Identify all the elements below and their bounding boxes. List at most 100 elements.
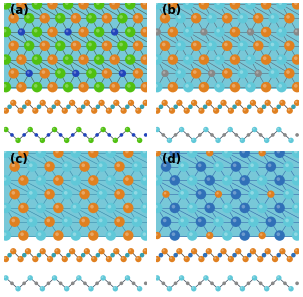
Circle shape bbox=[65, 287, 67, 289]
Circle shape bbox=[54, 100, 61, 106]
Circle shape bbox=[29, 219, 33, 222]
Circle shape bbox=[151, 219, 155, 222]
Circle shape bbox=[106, 256, 112, 262]
Circle shape bbox=[163, 71, 165, 74]
Circle shape bbox=[152, 175, 162, 186]
Circle shape bbox=[180, 163, 184, 167]
Circle shape bbox=[82, 191, 85, 195]
Circle shape bbox=[171, 205, 175, 208]
Circle shape bbox=[183, 0, 194, 10]
Circle shape bbox=[40, 248, 46, 254]
Circle shape bbox=[143, 56, 146, 60]
Circle shape bbox=[11, 43, 14, 46]
Circle shape bbox=[230, 54, 240, 65]
Circle shape bbox=[32, 0, 42, 10]
Circle shape bbox=[36, 203, 46, 213]
Circle shape bbox=[104, 43, 107, 46]
Circle shape bbox=[125, 127, 130, 132]
Circle shape bbox=[191, 286, 196, 291]
Circle shape bbox=[70, 101, 72, 103]
Circle shape bbox=[178, 15, 181, 19]
Circle shape bbox=[7, 105, 12, 109]
Circle shape bbox=[292, 54, 302, 65]
Circle shape bbox=[263, 56, 267, 60]
Circle shape bbox=[148, 68, 159, 79]
Circle shape bbox=[62, 161, 72, 172]
Circle shape bbox=[126, 128, 128, 130]
Circle shape bbox=[49, 84, 53, 88]
Circle shape bbox=[215, 219, 219, 222]
Circle shape bbox=[66, 253, 71, 257]
Circle shape bbox=[276, 177, 280, 181]
Circle shape bbox=[36, 175, 46, 186]
Circle shape bbox=[177, 101, 179, 103]
Circle shape bbox=[105, 203, 116, 213]
Circle shape bbox=[252, 127, 257, 132]
Circle shape bbox=[189, 205, 193, 208]
Circle shape bbox=[113, 100, 119, 106]
Circle shape bbox=[108, 150, 111, 153]
Circle shape bbox=[286, 70, 290, 74]
Circle shape bbox=[259, 205, 263, 208]
Circle shape bbox=[161, 100, 168, 106]
Circle shape bbox=[268, 219, 271, 222]
Circle shape bbox=[125, 177, 129, 181]
Circle shape bbox=[97, 161, 107, 172]
Circle shape bbox=[154, 1, 158, 5]
Circle shape bbox=[261, 27, 271, 37]
Text: (b): (b) bbox=[161, 4, 181, 18]
Circle shape bbox=[114, 217, 125, 227]
Circle shape bbox=[99, 101, 102, 103]
Circle shape bbox=[102, 276, 103, 278]
Circle shape bbox=[230, 27, 240, 37]
Circle shape bbox=[144, 101, 146, 103]
Circle shape bbox=[109, 0, 120, 10]
Circle shape bbox=[248, 30, 251, 32]
Circle shape bbox=[125, 275, 130, 281]
Circle shape bbox=[216, 29, 220, 32]
Circle shape bbox=[91, 108, 97, 114]
Circle shape bbox=[63, 0, 73, 10]
Circle shape bbox=[49, 56, 53, 60]
Circle shape bbox=[47, 256, 53, 262]
Circle shape bbox=[258, 109, 261, 111]
Circle shape bbox=[199, 109, 201, 111]
Circle shape bbox=[143, 84, 146, 88]
Circle shape bbox=[88, 43, 92, 46]
Circle shape bbox=[265, 139, 267, 140]
Circle shape bbox=[260, 151, 262, 153]
Circle shape bbox=[107, 282, 111, 285]
Circle shape bbox=[169, 230, 180, 241]
Circle shape bbox=[192, 249, 194, 251]
Circle shape bbox=[74, 71, 76, 74]
Circle shape bbox=[292, 82, 302, 92]
Circle shape bbox=[149, 161, 160, 172]
Circle shape bbox=[53, 230, 64, 241]
Circle shape bbox=[170, 1, 173, 5]
Circle shape bbox=[161, 282, 165, 285]
Circle shape bbox=[113, 138, 118, 143]
Circle shape bbox=[96, 1, 100, 5]
Circle shape bbox=[238, 40, 248, 51]
Circle shape bbox=[55, 68, 65, 79]
Circle shape bbox=[98, 248, 105, 254]
Circle shape bbox=[201, 1, 205, 5]
Circle shape bbox=[105, 230, 116, 241]
Circle shape bbox=[266, 217, 276, 227]
Circle shape bbox=[224, 70, 228, 74]
Circle shape bbox=[289, 139, 291, 140]
Circle shape bbox=[261, 54, 271, 65]
Circle shape bbox=[92, 257, 94, 259]
Circle shape bbox=[191, 13, 201, 23]
Circle shape bbox=[271, 133, 275, 137]
Circle shape bbox=[187, 175, 198, 186]
Circle shape bbox=[295, 133, 299, 137]
Circle shape bbox=[250, 163, 254, 167]
Circle shape bbox=[214, 109, 216, 111]
Circle shape bbox=[247, 84, 251, 88]
Circle shape bbox=[78, 82, 89, 92]
Circle shape bbox=[78, 257, 80, 259]
Circle shape bbox=[162, 15, 165, 19]
Circle shape bbox=[179, 127, 184, 132]
Circle shape bbox=[207, 177, 210, 181]
